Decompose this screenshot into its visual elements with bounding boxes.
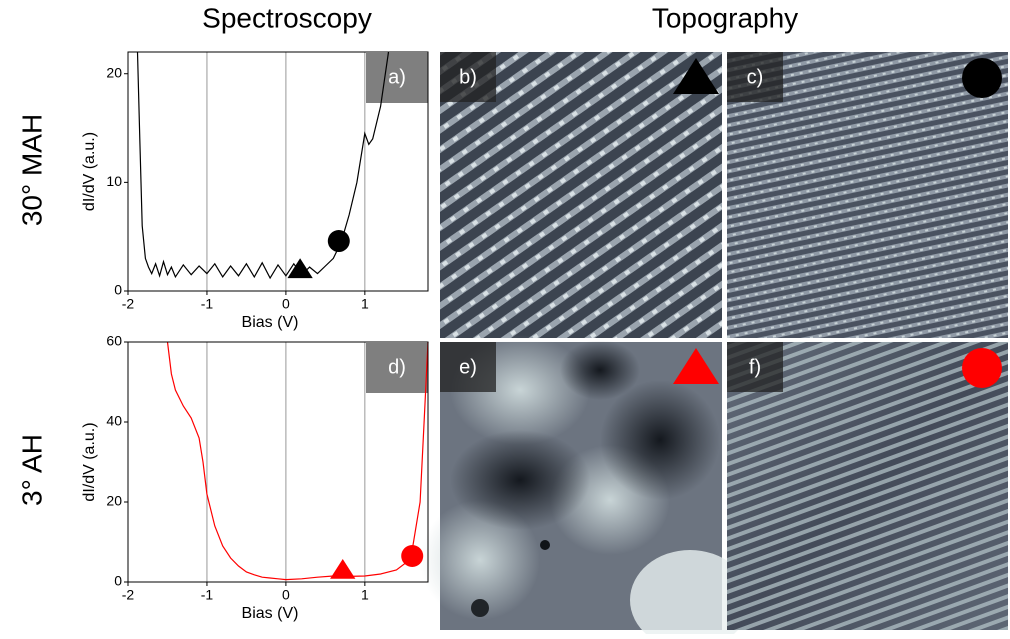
data-line [138,52,389,278]
y-tick-label: 60 [106,333,122,349]
panel-label: d) [388,356,406,378]
y-axis-label: dI/dV (a.u.) [81,422,98,501]
marker-circle [962,58,1002,98]
marker-circle [328,230,350,252]
y-tick-label: 10 [106,173,122,189]
column-title: Spectroscopy [202,2,372,33]
marker-circle [401,545,423,567]
y-tick-label: 0 [114,573,122,589]
row-title: 3° AH [16,434,47,506]
y-tick-label: 0 [114,282,122,298]
panel-label: f) [749,356,761,378]
x-tick-label: 1 [361,587,369,603]
marker-triangle [330,559,355,579]
column-title: Topography [652,2,798,33]
y-axis-label: dI/dV (a.u.) [81,132,98,211]
x-tick-label: -1 [201,296,214,312]
y-tick-label: 20 [106,64,122,80]
x-tick-label: 0 [282,296,290,312]
row-title: 30° MAH [16,114,47,226]
figure: Spectroscopy Topography 30° MAH 3° AH b) c) e)… [0,0,1010,634]
x-tick-label: 1 [361,296,369,312]
y-tick-label: 20 [106,493,122,509]
x-axis-label: Bias (V) [242,605,299,622]
x-tick-label: -1 [201,587,214,603]
x-tick-label: 0 [282,587,290,603]
page: {"figure": { "column_titles": ["Spectros… [0,0,1010,634]
x-axis-label: Bias (V) [242,314,299,331]
x-tick-label: -2 [122,587,135,603]
panel-label: e) [459,356,477,378]
y-tick-label: 40 [106,413,122,429]
marker-circle [962,348,1002,388]
panel-label: a) [388,66,406,88]
x-tick-label: -2 [122,296,135,312]
panel-label: c) [747,66,764,88]
panel-label: b) [459,66,477,88]
